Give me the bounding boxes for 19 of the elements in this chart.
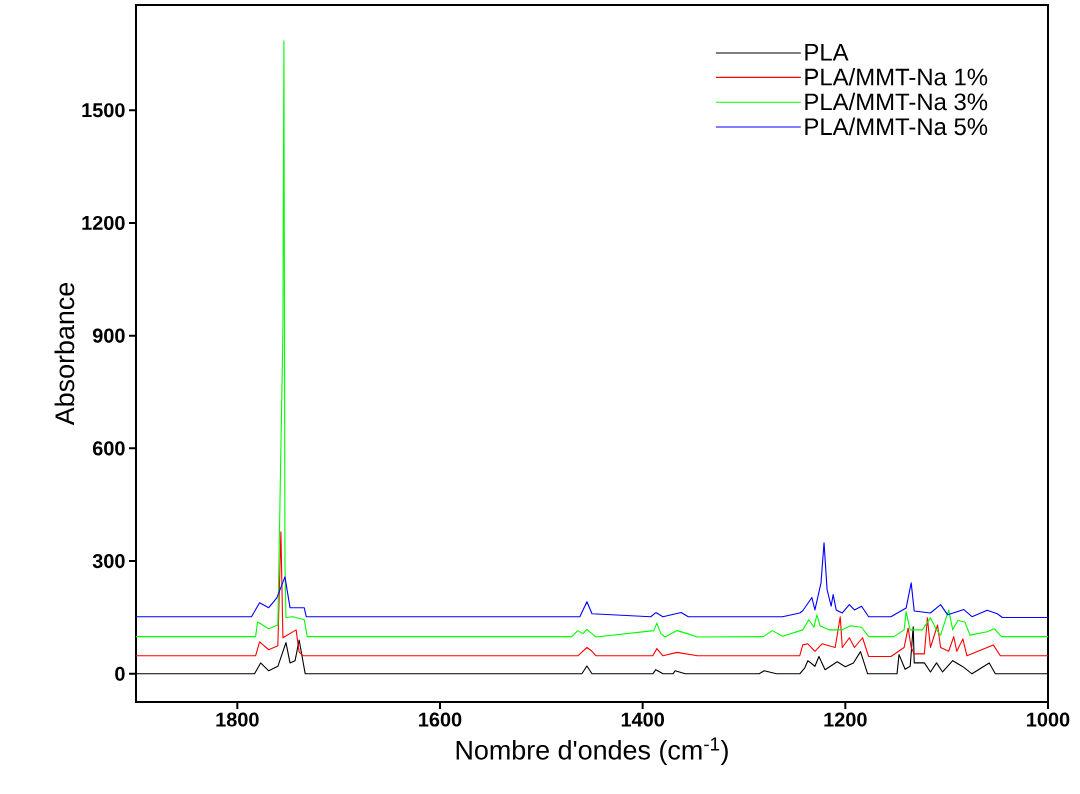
legend-label: PLA/MMT-Na 3%	[805, 92, 988, 111]
y-tick-label: 0	[115, 666, 125, 681]
y-tick-label: 900	[92, 328, 125, 343]
legend-label: PLA	[805, 44, 849, 61]
y-axis-title: Absorbance	[54, 282, 75, 426]
x-tick-label: 1200	[824, 712, 867, 727]
y-tick-label: 600	[92, 441, 125, 456]
x-axis-title: Nombre d'ondes (cm$^{-1}$)	[456, 737, 728, 765]
x-tick-label: 1800	[216, 712, 259, 727]
y-tick-label: 1500	[82, 103, 125, 118]
x-tick-label: 1400	[621, 712, 664, 727]
legend-label: PLA/MMT-Na 5%	[805, 117, 988, 136]
y-tick-label: 1200	[82, 215, 125, 230]
legend-label: PLA/MMT-Na 1%	[805, 67, 988, 86]
y-tick-label: 300	[92, 554, 125, 569]
line-series	[135, 531, 1048, 658]
line-series	[135, 40, 1048, 638]
x-tick-label: 1000	[1027, 712, 1070, 727]
x-tick-label: 1600	[419, 712, 462, 727]
